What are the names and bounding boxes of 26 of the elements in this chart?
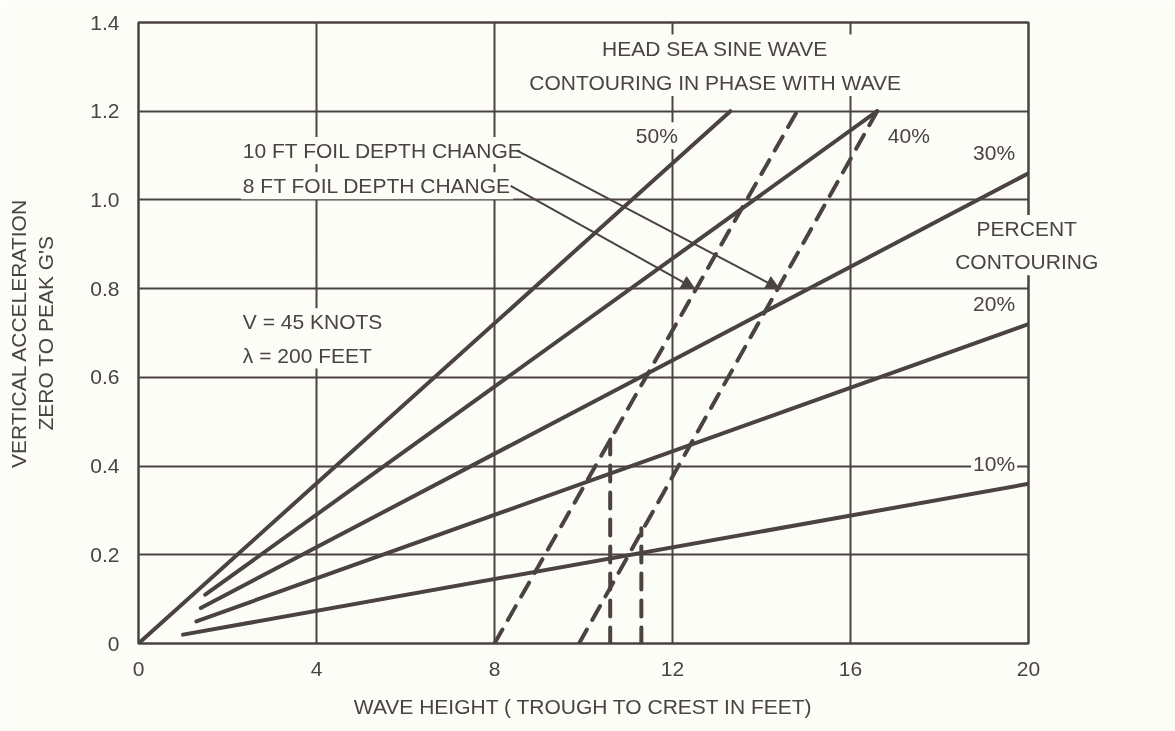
x-axis-title: WAVE HEIGHT ( TROUGH TO CREST IN FEET) xyxy=(353,694,812,718)
y-tick-label: 0.8 xyxy=(90,276,120,300)
series-label: 10% xyxy=(973,451,1016,475)
series-label: 50% xyxy=(635,124,678,148)
annotation: PERCENT CONTOURING xyxy=(955,217,1099,274)
x-tick-label: 8 xyxy=(488,656,501,680)
series-label: 20% xyxy=(973,292,1016,316)
y-tick-label: 1.0 xyxy=(90,187,120,211)
y-tick-label: 0.4 xyxy=(90,454,120,478)
x-tick-label: 16 xyxy=(838,656,863,680)
y-tick-label: 1.2 xyxy=(90,99,120,123)
y-tick-label: 0.6 xyxy=(90,365,120,389)
x-tick-label: 0 xyxy=(132,656,145,680)
text: HEAD SEA SINE WAVE CONTOURING IN PHASE WITH WAVE xyxy=(529,36,902,94)
y-tick-label: 0.2 xyxy=(90,542,120,566)
x-tick-label: 20 xyxy=(1016,656,1041,680)
x-tick-label: 12 xyxy=(660,656,685,680)
series-label: 40% xyxy=(887,124,930,148)
annotation: 8 FT FOIL DEPTH CHANGE xyxy=(242,174,511,198)
x-tick-label: 4 xyxy=(310,656,323,680)
series-label: 30% xyxy=(973,141,1016,165)
y-axis-title: VERTICAL ACCELERATION ZERO TO PEAK G'S xyxy=(6,199,58,468)
y-tick-label: 0 xyxy=(107,631,120,655)
y-tick-label: 1.4 xyxy=(90,10,120,34)
annotation: 10 FT FOIL DEPTH CHANGE xyxy=(242,138,522,162)
annotation: V = 45 KNOTS λ = 200 FEET xyxy=(242,310,383,367)
